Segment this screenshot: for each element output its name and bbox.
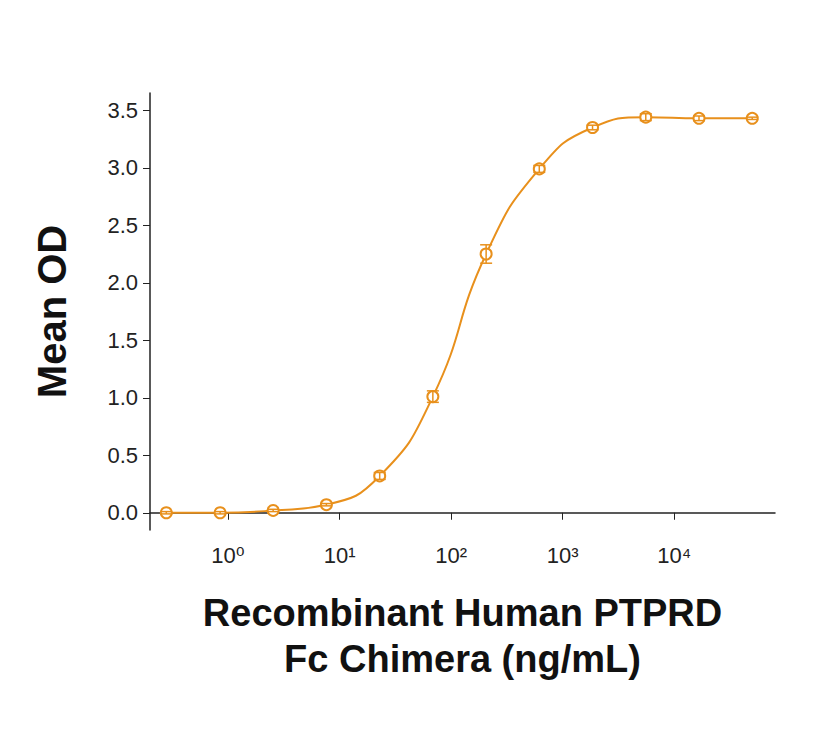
svg-text:2.5: 2.5 xyxy=(107,213,138,238)
svg-text:Recombinant Human PTPRD: Recombinant Human PTPRD xyxy=(203,592,722,634)
svg-text:1.5: 1.5 xyxy=(107,328,138,353)
svg-text:Mean OD: Mean OD xyxy=(30,225,74,398)
svg-text:1.0: 1.0 xyxy=(107,385,138,410)
svg-text:2.0: 2.0 xyxy=(107,270,138,295)
svg-text:0.5: 0.5 xyxy=(107,443,138,468)
svg-text:10⁰: 10⁰ xyxy=(211,543,244,568)
svg-text:0.0: 0.0 xyxy=(107,500,138,525)
svg-text:3.0: 3.0 xyxy=(107,155,138,180)
svg-text:3.5: 3.5 xyxy=(107,98,138,123)
svg-text:Fc Chimera (ng/mL): Fc Chimera (ng/mL) xyxy=(284,638,641,680)
svg-text:10³: 10³ xyxy=(547,543,579,568)
svg-text:10¹: 10¹ xyxy=(324,543,356,568)
svg-text:10²: 10² xyxy=(435,543,467,568)
svg-text:10⁴: 10⁴ xyxy=(657,543,691,568)
